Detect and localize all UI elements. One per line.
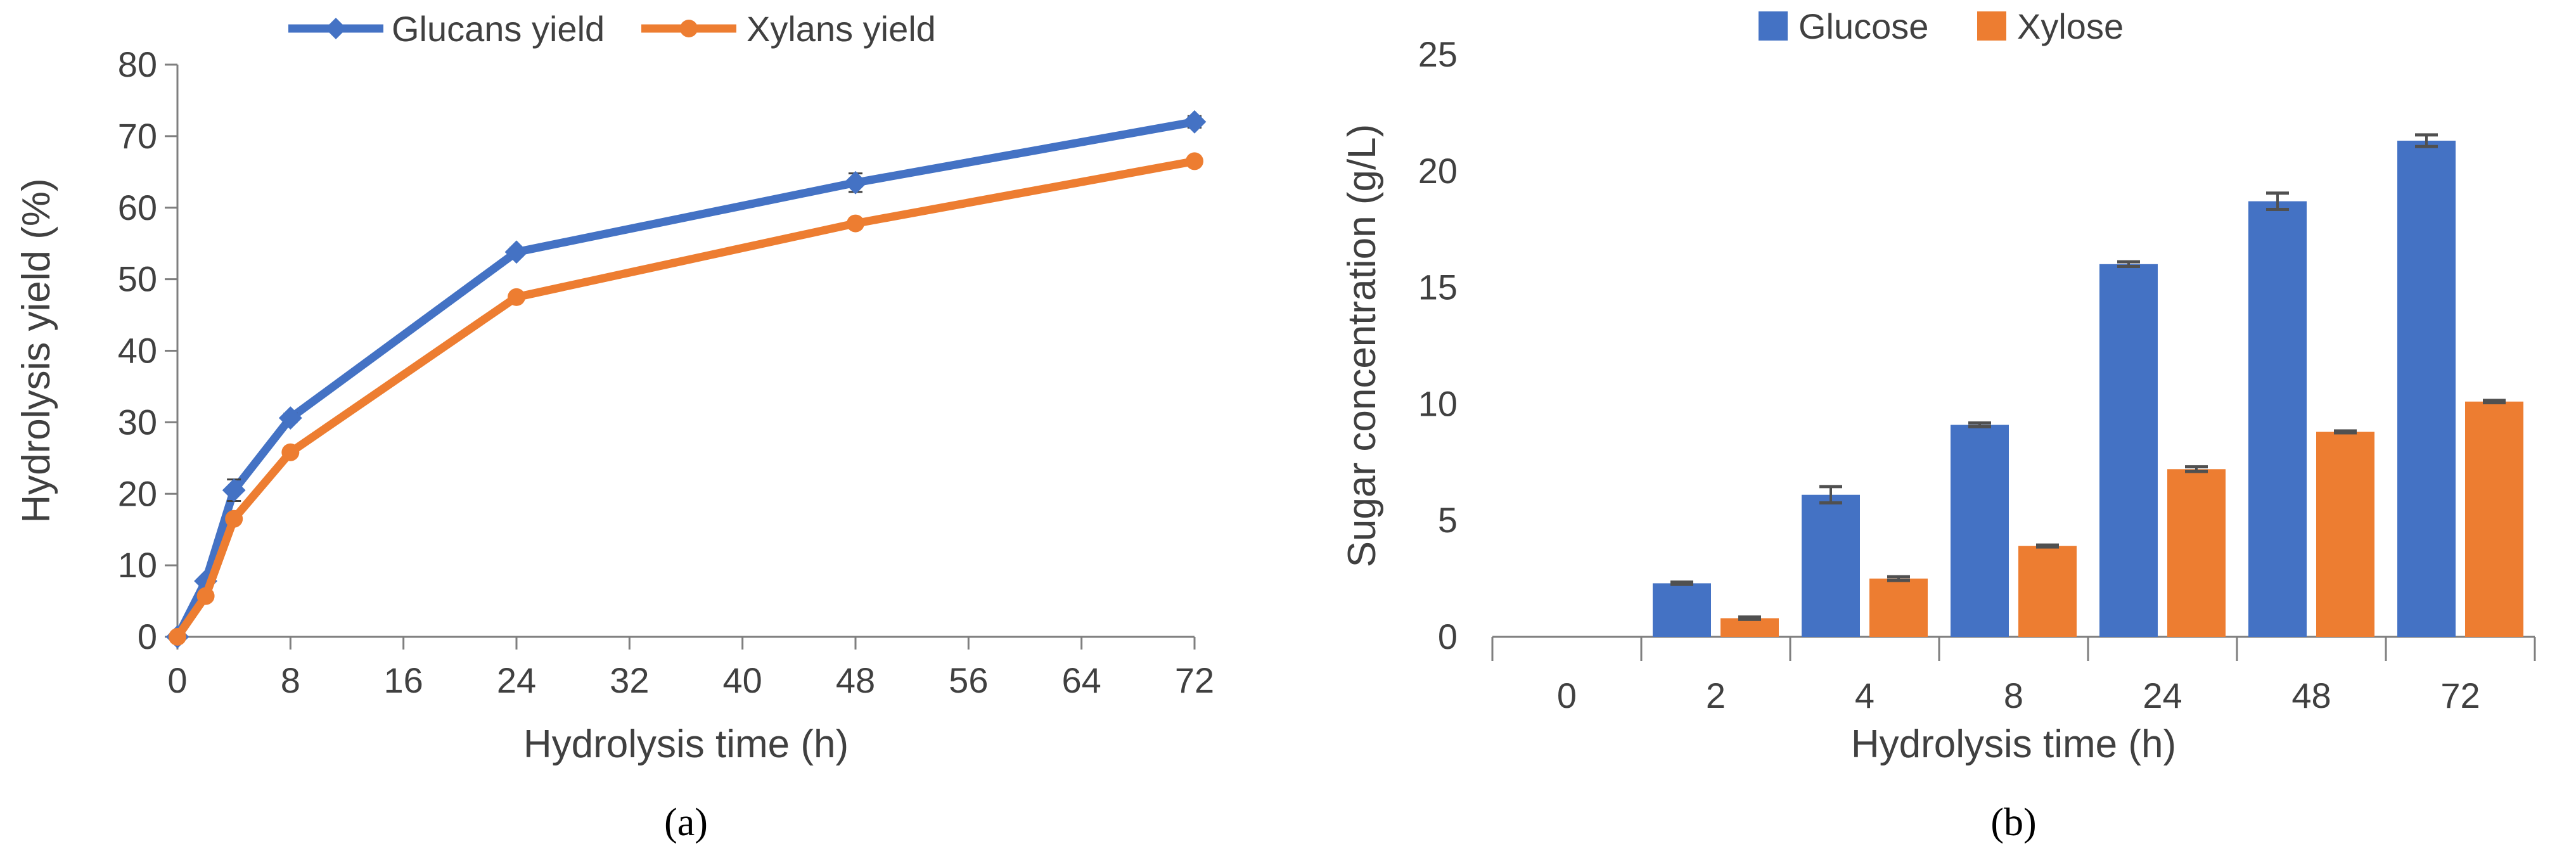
y-tick-label: 15 [1418,267,1458,307]
bar-glucose [2099,264,2158,637]
data-point [504,240,529,264]
y-tick-label: 10 [118,545,157,585]
bar-glucose [1951,425,2009,637]
y-tick-label: 70 [118,116,157,156]
data-point [225,509,243,528]
series-line-1 [173,157,1199,641]
panel-caption: (b) [1990,801,2036,844]
y-tick-label: 0 [138,617,157,656]
x-tick-label: 16 [384,660,423,700]
y-tick-label: 20 [1418,151,1458,191]
legend-marker [680,20,698,37]
bar-xylose [2465,401,2523,637]
data-point [1182,110,1207,134]
x-tick-label: 8 [281,660,300,700]
x-tick-label: 24 [497,660,536,700]
x-tick-label: 2 [1706,676,1726,715]
x-axis-title: Hydrolysis time (h) [523,722,849,766]
x-tick-label: 64 [1062,660,1101,700]
legend-label: Glucans yield [392,9,605,49]
bar-glucose [2397,141,2456,637]
data-point [843,170,868,195]
bar-glucose [2248,201,2307,637]
data-point [196,587,215,605]
legend-swatch [1977,11,2006,41]
chart-panel-a: 0 10 20 30 40 50 60 70 80 0 8 16 24 32 40 48 56 64 72 Hydro… [15,9,1214,844]
legend-swatch [1759,11,1788,41]
bar-glucose [1653,583,1711,637]
legend-marker [325,18,347,39]
data-point [1186,152,1203,170]
x-axis-title: Hydrolysis time (h) [1851,722,2176,766]
x-tick-label: 40 [723,660,762,700]
y-tick-label: 50 [118,259,157,299]
y-tick-label: 30 [118,402,157,442]
bar-xylose [2018,546,2077,637]
x-tick-label: 4 [1855,676,1874,715]
bar-xylose [1869,579,1928,637]
data-point [847,214,864,233]
legend-label: Xylose [2017,6,2124,46]
x-tick-label: 56 [949,660,988,700]
data-point [222,478,246,503]
bar-xylose [2167,469,2226,637]
y-tick-label: 20 [118,473,157,513]
legend-label: Xylans yield [747,9,936,49]
y-tick-label: 60 [118,188,157,227]
y-tick-label: 40 [118,331,157,371]
y-tick-label: 10 [1418,383,1458,423]
x-tick-label: 0 [1557,676,1577,715]
y-tick-label: 5 [1438,500,1458,540]
data-point [278,406,302,430]
x-tick-label: 72 [1175,660,1214,700]
legend-label: Glucose [1798,6,1928,46]
series-line-0 [173,117,1199,641]
bar-xylose [1721,618,1779,637]
x-tick-label: 0 [167,660,187,700]
panel-caption: (a) [664,801,708,844]
bar-xylose [2316,432,2374,637]
x-tick-label: 8 [2004,676,2023,715]
y-axis-title: Sugar concentration (g/L) [1340,124,1384,568]
x-tick-label: 48 [836,660,875,700]
x-tick-label: 72 [2440,676,2480,715]
y-axis-title: Hydrolysis yield (%) [15,178,58,523]
x-tick-label: 48 [2291,676,2331,715]
x-tick-label: 24 [2143,676,2182,715]
data-point [281,443,300,461]
data-point [508,288,525,306]
data-point [169,628,186,646]
bar-glucose [1802,494,1860,637]
y-tick-label: 25 [1418,34,1458,74]
y-tick-label: 80 [118,44,157,84]
x-tick-label: 32 [610,660,649,700]
y-tick-label: 0 [1438,617,1458,656]
